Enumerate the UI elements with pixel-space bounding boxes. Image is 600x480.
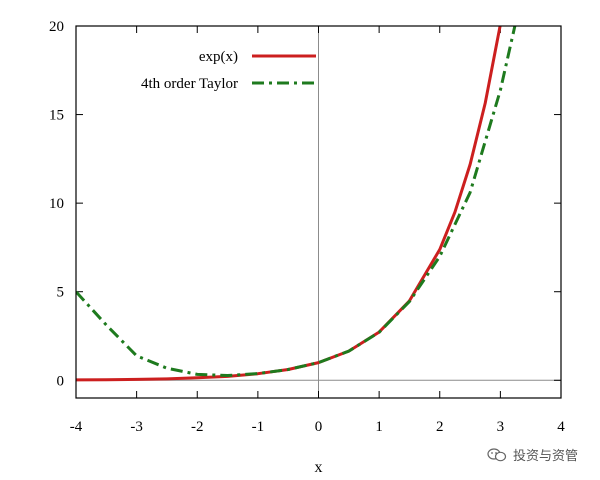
y-tick-label: 5: [57, 285, 65, 301]
x-tick-label: 3: [497, 419, 505, 435]
x-tick-label: -2: [191, 419, 204, 435]
plot-area: -4 -3 -2 -1 0 1 2 3 4 0 5 10 15 20 x exp(x) 4th order Ta…: [49, 19, 565, 476]
legend-label: 4th order Taylor: [141, 76, 238, 92]
watermark: 投资与资管: [487, 445, 578, 464]
y-tick-label: 10: [49, 196, 64, 212]
x-tick-label: -4: [70, 419, 83, 435]
x-tick-label: -1: [252, 419, 265, 435]
series-lines: [76, 26, 517, 382]
series-line-exp: [76, 26, 502, 382]
x-axis-label: x: [315, 459, 323, 476]
y-tick-label: 0: [57, 373, 65, 389]
wechat-icon: [487, 447, 507, 461]
x-tick-label: 2: [436, 419, 444, 435]
plot-frame: [75, 25, 562, 399]
x-tick-label: 1: [375, 419, 383, 435]
x-tick-label: -3: [130, 419, 143, 435]
x-tick-label: 0: [315, 419, 323, 435]
y-tick-label: 20: [49, 19, 64, 35]
watermark-text: 投资与资管: [512, 449, 578, 464]
legend: exp(x) 4th order Taylor: [141, 49, 316, 92]
series-line-taylor: [76, 26, 517, 377]
y-tick-label: 15: [49, 108, 64, 124]
x-tick-label: 4: [557, 419, 565, 435]
legend-label: exp(x): [199, 49, 238, 65]
